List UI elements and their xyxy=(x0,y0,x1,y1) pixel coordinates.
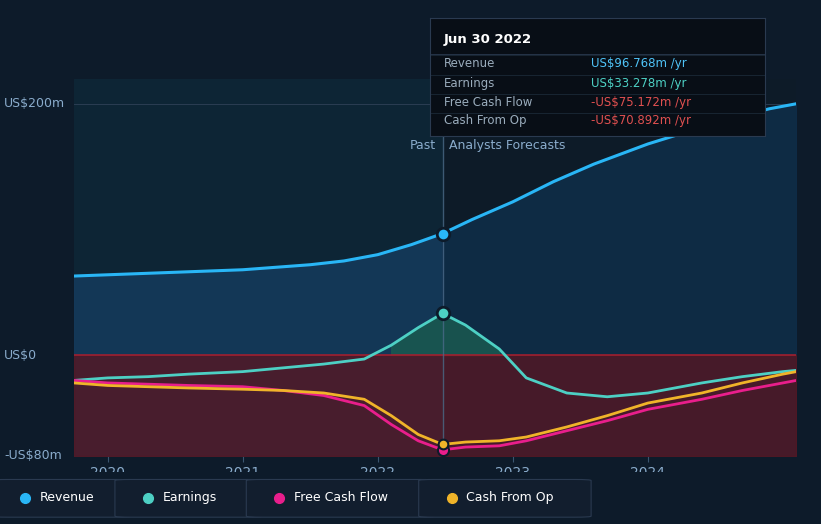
Text: US$200m: US$200m xyxy=(4,97,65,110)
Text: Analysts Forecasts: Analysts Forecasts xyxy=(449,138,566,151)
Text: US$0: US$0 xyxy=(4,349,37,362)
Text: Earnings: Earnings xyxy=(443,77,495,90)
Text: Cash From Op: Cash From Op xyxy=(443,114,526,127)
Text: Cash From Op: Cash From Op xyxy=(466,492,554,504)
FancyBboxPatch shape xyxy=(0,479,131,517)
Text: Revenue: Revenue xyxy=(39,492,94,504)
Text: Past: Past xyxy=(410,138,436,151)
Text: -US$70.892m /yr: -US$70.892m /yr xyxy=(591,114,691,127)
Bar xyxy=(74,79,443,456)
Text: Free Cash Flow: Free Cash Flow xyxy=(294,492,388,504)
Text: -US$80m: -US$80m xyxy=(4,450,62,462)
FancyBboxPatch shape xyxy=(246,479,435,517)
Text: Jun 30 2022: Jun 30 2022 xyxy=(443,33,532,46)
Text: -US$75.172m /yr: -US$75.172m /yr xyxy=(591,95,691,108)
Text: Earnings: Earnings xyxy=(163,492,217,504)
Text: US$96.768m /yr: US$96.768m /yr xyxy=(591,57,686,70)
Text: Free Cash Flow: Free Cash Flow xyxy=(443,95,532,108)
FancyBboxPatch shape xyxy=(419,479,591,517)
Bar xyxy=(443,79,796,456)
FancyBboxPatch shape xyxy=(115,479,263,517)
Text: Revenue: Revenue xyxy=(443,57,495,70)
Text: US$33.278m /yr: US$33.278m /yr xyxy=(591,77,686,90)
